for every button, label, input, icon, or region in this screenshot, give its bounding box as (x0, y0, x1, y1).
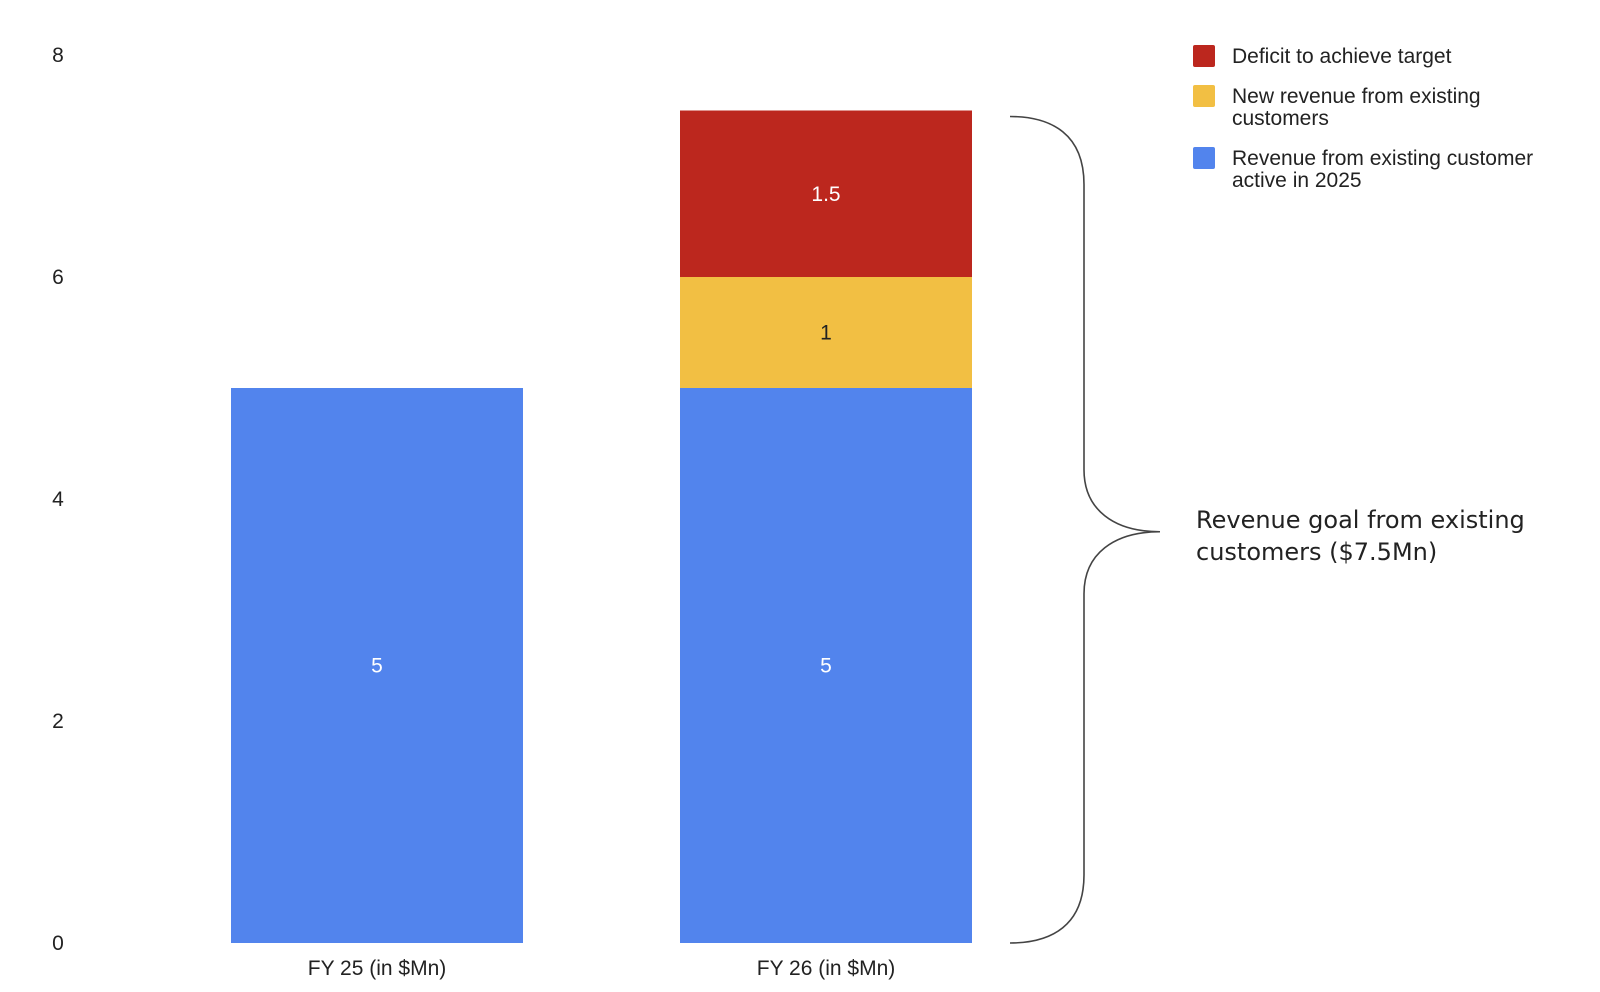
data-label: 5 (371, 655, 383, 678)
legend-swatch (1193, 85, 1215, 107)
legend-label: customers (1232, 107, 1329, 130)
legend-label: Deficit to achieve target (1232, 45, 1452, 68)
legend-swatch (1193, 147, 1215, 169)
bar-segment (680, 277, 972, 388)
y-tick-label: 8 (52, 44, 64, 67)
bar-segment (231, 388, 523, 943)
legend: Deficit to achieve target New revenue fro… (1193, 45, 1533, 192)
bar-segment (680, 110, 972, 277)
y-tick-label: 4 (52, 488, 64, 511)
data-label: 1.5 (811, 183, 840, 206)
y-tick-label: 6 (52, 266, 64, 289)
annotation-label: customers ($7.5Mn) (1196, 538, 1437, 566)
y-axis: 0 2 4 6 8 (52, 44, 64, 955)
annotation-label: Revenue goal from existing (1196, 506, 1525, 534)
legend-label: Revenue from existing customer (1232, 147, 1533, 170)
y-tick-label: 0 (52, 932, 64, 955)
legend-label: active in 2025 (1232, 169, 1362, 192)
annotation: Revenue goal from existing customers ($7.… (1009, 115, 1525, 944)
bar-segment (680, 388, 972, 943)
x-axis: FY 25 (in $Mn) FY 26 (in $Mn) (308, 957, 896, 980)
y-tick-label: 2 (52, 710, 64, 733)
x-category-label: FY 25 (in $Mn) (308, 957, 447, 980)
x-category-label: FY 26 (in $Mn) (757, 957, 896, 980)
bar-area: 5 5 1 1.5 (231, 110, 972, 943)
data-label: 5 (820, 655, 832, 678)
curly-brace (1009, 115, 1161, 944)
legend-swatch (1193, 45, 1215, 67)
data-label: 1 (820, 322, 832, 345)
legend-label: New revenue from existing (1232, 85, 1481, 108)
